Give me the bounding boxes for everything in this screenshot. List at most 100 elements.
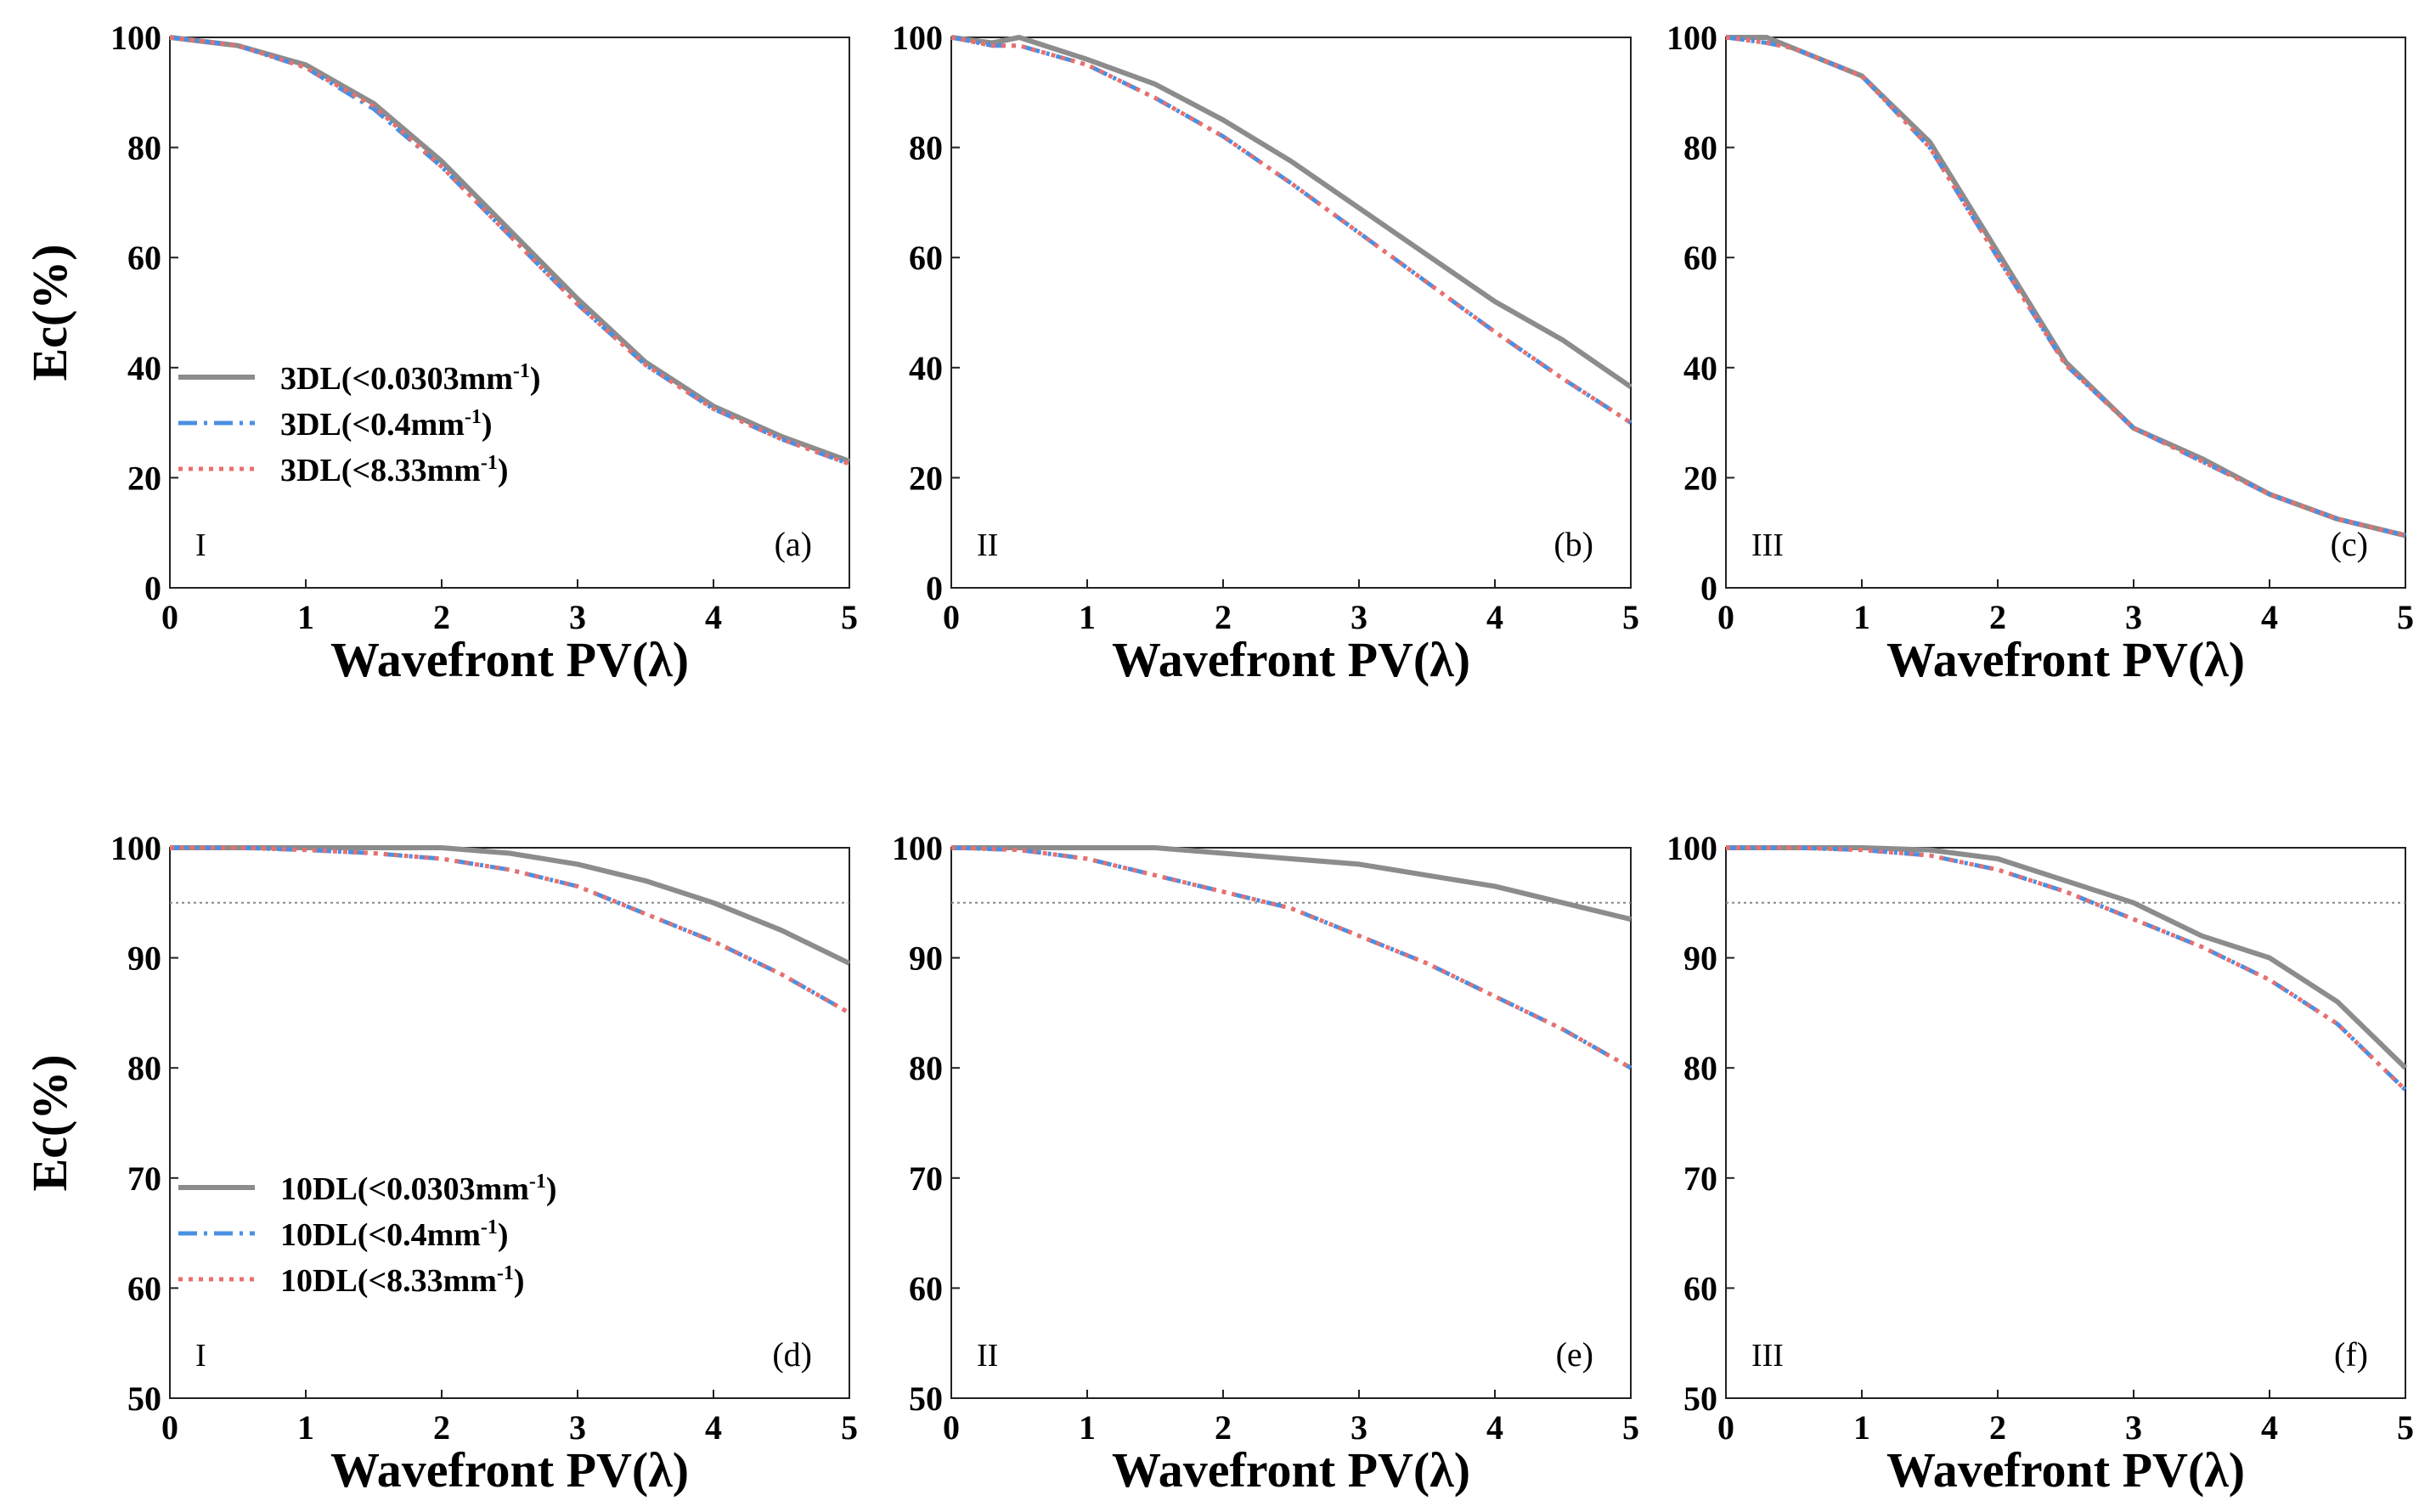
plot-frame (950, 37, 1632, 589)
x-tick-label: 3 (569, 1408, 586, 1447)
series-line-dotted (169, 35, 850, 466)
x-tick-label: 2 (1989, 598, 2006, 636)
y-axis-label: Ec(%) (22, 244, 77, 381)
y-tick-label: 80 (1683, 1049, 1717, 1087)
y-tick-label: 60 (127, 1269, 161, 1307)
x-tick-label: 2 (433, 598, 450, 636)
plot-frame (169, 847, 850, 1399)
y-tick-label: 80 (909, 129, 943, 167)
y-tick-label: 70 (1683, 1159, 1717, 1198)
series-line-dashdot (950, 35, 1632, 425)
panel-b: 0 1 2 3 4 5 0 20 40 60 80 100 Wavefront PV(λ) II (b) (892, 19, 1639, 687)
y-tick-label: 60 (909, 1269, 943, 1307)
panel-label: (f) (2334, 1335, 2368, 1374)
x-tick-label: 1 (1853, 598, 1870, 636)
y-tick-label: 20 (1683, 459, 1717, 497)
y-tick-label: 60 (1683, 1269, 1717, 1307)
legend-label: 10DL(<8.33mm-1) (280, 1262, 525, 1299)
x-tick-label: 0 (161, 598, 178, 636)
y-tick-label: 100 (1666, 19, 1717, 57)
legend-label: 3DL(<0.4mm-1) (280, 406, 493, 443)
panel-label: (a) (775, 525, 812, 563)
y-tick-label: 80 (127, 1049, 161, 1087)
x-axis-label: Wavefront PV(λ) (330, 632, 689, 687)
y-tick-label: 100 (892, 829, 943, 867)
zone-label: III (1751, 528, 1784, 563)
legend-label: 3DL(<8.33mm-1) (280, 452, 509, 488)
panel-a: 0 1 2 3 4 5 0 20 40 60 80 100 Wavefront PV(λ) Ec(%) I (… (22, 19, 858, 687)
x-tick-label: 5 (2397, 1408, 2414, 1447)
panel-f: 0 1 2 3 4 5 50 60 70 80 90 100 Wavefront PV(λ) III (f) (1666, 829, 2414, 1498)
x-tick-label: 4 (705, 598, 722, 636)
y-tick-label: 70 (909, 1159, 943, 1198)
zone-label: II (977, 1338, 998, 1374)
panel-label: (e) (1556, 1335, 1593, 1374)
y-tick-label: 100 (1666, 829, 1717, 867)
series-line-solid (950, 35, 1632, 389)
plot-frame (1725, 37, 2406, 589)
y-tick-label: 70 (127, 1159, 161, 1198)
legend-label: 10DL(<0.4mm-1) (280, 1216, 509, 1253)
panel-c: 0 1 2 3 4 5 0 20 40 60 80 100 Wavefront PV(λ) III (c) (1666, 19, 2414, 687)
series-line-dashdot (950, 845, 1632, 1070)
y-tick-label: 100 (110, 19, 161, 57)
series-line-solid (169, 35, 851, 464)
y-tick-label: 40 (127, 349, 161, 387)
x-tick-label: 0 (1717, 1408, 1734, 1447)
panel-d: 0 1 2 3 4 5 50 60 70 80 90 100 Wavefront PV(λ) Ec(%) I… (22, 829, 858, 1498)
y-tick-label: 60 (1683, 239, 1717, 277)
y-tick-label: 0 (926, 569, 943, 607)
series-line-dotted (950, 845, 1632, 1070)
y-tick-label: 50 (127, 1379, 161, 1418)
series-line-solid (1726, 35, 2406, 539)
x-tick-label: 2 (1989, 1408, 2006, 1447)
x-tick-label: 0 (943, 1408, 960, 1447)
x-tick-label: 3 (2125, 598, 2142, 636)
zone-label: I (195, 528, 206, 563)
series-line-dotted (1726, 845, 2407, 1092)
plot-frame (169, 37, 850, 589)
series-line-dashdot (1725, 35, 2406, 538)
x-tick-label: 4 (705, 1408, 722, 1447)
y-tick-label: 80 (1683, 129, 1717, 167)
y-tick-label: 40 (909, 349, 943, 387)
x-tick-label: 5 (841, 1408, 858, 1447)
series-line-dotted (950, 35, 1632, 425)
series-line-solid (170, 845, 851, 966)
y-tick-label: 90 (127, 939, 161, 978)
y-tick-label: 40 (1683, 349, 1717, 387)
x-tick-label: 2 (1215, 598, 1232, 636)
y-tick-label: 60 (127, 239, 161, 277)
y-tick-label: 50 (1683, 1379, 1717, 1418)
x-tick-label: 0 (1717, 598, 1734, 636)
x-tick-label: 3 (2125, 1408, 2142, 1447)
x-tick-label: 1 (1079, 598, 1096, 636)
x-tick-label: 4 (1486, 598, 1503, 636)
y-tick-label: 0 (1700, 569, 1717, 607)
panel-label: (d) (772, 1335, 812, 1374)
y-tick-label: 60 (909, 239, 943, 277)
y-tick-label: 20 (909, 459, 943, 497)
x-axis-label: Wavefront PV(λ) (1886, 1442, 2245, 1498)
x-tick-label: 1 (297, 598, 314, 636)
x-tick-label: 1 (1079, 1408, 1096, 1447)
series-line-dotted (170, 845, 851, 1015)
x-tick-label: 4 (2261, 1408, 2278, 1447)
plot-frame (1725, 847, 2406, 1399)
series-line-dotted (1725, 35, 2406, 538)
x-tick-label: 3 (1351, 1408, 1367, 1447)
x-axis-label: Wavefront PV(λ) (1112, 1442, 1470, 1498)
x-tick-label: 5 (1622, 1408, 1639, 1447)
y-tick-label: 0 (144, 569, 161, 607)
y-tick-label: 90 (909, 939, 943, 978)
panel-e: 0 1 2 3 4 5 50 60 70 80 90 100 Wavefront PV(λ) II (e) (892, 829, 1639, 1498)
x-tick-label: 2 (1215, 1408, 1232, 1447)
series-line-dashdot (1726, 845, 2407, 1092)
y-tick-label: 100 (110, 829, 161, 867)
y-tick-label: 80 (909, 1049, 943, 1087)
x-tick-label: 2 (433, 1408, 450, 1447)
x-tick-label: 3 (1351, 598, 1367, 636)
x-tick-label: 4 (2261, 598, 2278, 636)
x-tick-label: 5 (841, 598, 858, 636)
